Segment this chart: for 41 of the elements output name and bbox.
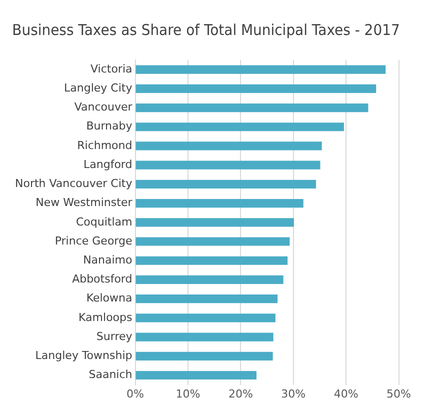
chart-title: Business Taxes as Share of Total Municipal Taxes - 2017: [12, 22, 400, 40]
y-tick-label: Coquitlam: [76, 215, 132, 228]
y-tick-label: Richmond: [77, 138, 132, 152]
bar: [136, 142, 322, 150]
y-tick-label: Vancouver: [74, 100, 133, 114]
bar: [136, 256, 288, 265]
y-tick-label: Victoria: [90, 62, 132, 76]
x-tick-label: 10%: [176, 387, 200, 400]
y-tick-label: Langley Township: [35, 349, 132, 362]
bar: [136, 198, 304, 208]
bar: [136, 294, 278, 304]
y-tick-label: Nanaimo: [83, 253, 133, 266]
bar: [136, 103, 368, 112]
bar: [136, 218, 294, 227]
y-tick-label: Kamloops: [78, 310, 133, 324]
y-tick-label: Abbotsford: [72, 272, 132, 286]
y-tick-label: New Westminster: [36, 196, 133, 210]
bar: [136, 122, 344, 132]
y-tick-label: Langford: [84, 158, 132, 171]
x-tick-label: 20%: [228, 387, 253, 400]
bar: [136, 180, 316, 188]
y-tick-label: Kelowna: [86, 292, 132, 305]
y-tick-label: Prince George: [54, 234, 132, 248]
bar: [136, 314, 276, 322]
bar: [136, 237, 290, 246]
bar: [136, 65, 386, 74]
x-tick-label: 0%: [126, 387, 144, 400]
y-tick-label: Surrey: [96, 330, 133, 343]
x-tick-label: 50%: [386, 387, 411, 400]
bar: [136, 370, 256, 380]
y-tick-label: Langley City: [64, 82, 133, 95]
y-tick-label: Saanich: [88, 368, 132, 382]
bar: [136, 84, 376, 93]
bar: [136, 332, 274, 342]
y-tick-label: Burnaby: [86, 120, 133, 133]
bar: [136, 160, 320, 170]
bar: [136, 352, 273, 360]
x-tick-label: 30%: [281, 387, 306, 400]
bar: [136, 275, 284, 284]
x-tick-label: 40%: [334, 387, 358, 400]
y-tick-label: North Vancouver City: [14, 177, 133, 190]
